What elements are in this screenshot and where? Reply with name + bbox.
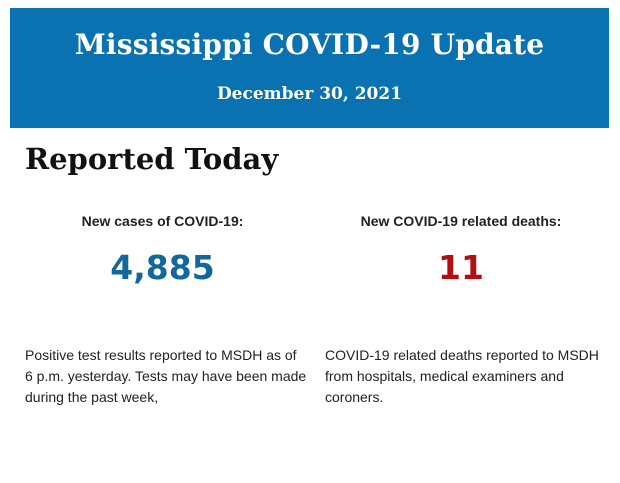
header-banner: Mississippi COVID-19 Update December 30,… [10, 8, 609, 128]
new-deaths-label: New COVID-19 related deaths: [360, 213, 562, 229]
section-heading: Reported Today [25, 142, 279, 176]
new-deaths-note: COVID-19 related deaths reported to MSDH… [325, 347, 599, 405]
new-cases-value: 4,885 [110, 248, 215, 287]
new-deaths-value: 11 [438, 248, 484, 287]
page-title: Mississippi COVID-19 Update [74, 28, 545, 61]
update-date: December 30, 2021 [216, 84, 403, 104]
new-cases-note: Positive test results reported to MSDH a… [25, 347, 307, 405]
new-cases-label: New cases of COVID-19: [81, 213, 244, 229]
